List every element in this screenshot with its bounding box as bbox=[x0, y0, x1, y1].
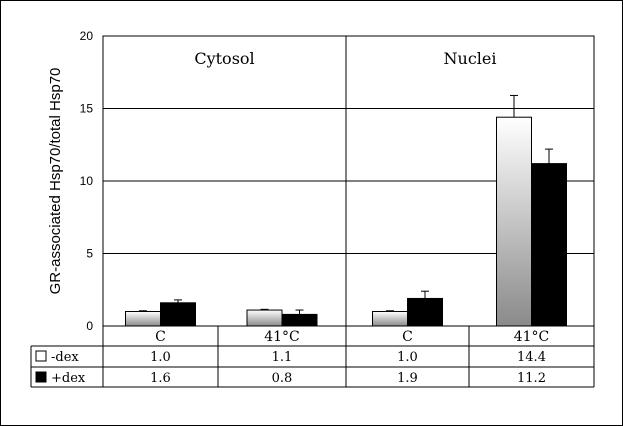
legend-label: +dex bbox=[51, 371, 86, 386]
data-label: 1.0 bbox=[150, 350, 171, 365]
y-axis-label: GR-associated Hsp70/total Hsp70 bbox=[47, 68, 64, 295]
category-label: 41°C bbox=[264, 329, 300, 345]
legend-swatch bbox=[35, 371, 47, 383]
data-label: 14.4 bbox=[517, 350, 546, 365]
y-tick-label: 15 bbox=[80, 102, 94, 116]
bar bbox=[281, 313, 318, 327]
data-label: 1.6 bbox=[150, 371, 171, 386]
y-tick-label: 0 bbox=[86, 319, 93, 333]
bar bbox=[531, 163, 567, 327]
data-label: 0.8 bbox=[272, 371, 293, 386]
category-label: C bbox=[402, 329, 413, 345]
panel-title: Cytosol bbox=[194, 49, 254, 68]
bar bbox=[496, 116, 532, 327]
legend-swatch bbox=[35, 350, 47, 362]
panel-title: Nuclei bbox=[444, 49, 497, 68]
bar bbox=[160, 302, 196, 327]
bar bbox=[246, 309, 283, 327]
y-tick-label: 5 bbox=[86, 247, 93, 261]
bar bbox=[407, 297, 443, 327]
data-label: 1.0 bbox=[397, 350, 418, 365]
category-label: C bbox=[155, 329, 166, 345]
y-tick-label: 10 bbox=[80, 174, 94, 188]
bar bbox=[125, 311, 161, 327]
data-label: 1.1 bbox=[272, 350, 293, 365]
bar bbox=[372, 311, 408, 327]
category-label: 41°C bbox=[514, 329, 550, 345]
y-tick-label: 20 bbox=[80, 29, 94, 43]
data-label: 1.9 bbox=[397, 371, 418, 386]
legend-label: -dex bbox=[51, 350, 79, 365]
data-label: 11.2 bbox=[517, 371, 546, 386]
